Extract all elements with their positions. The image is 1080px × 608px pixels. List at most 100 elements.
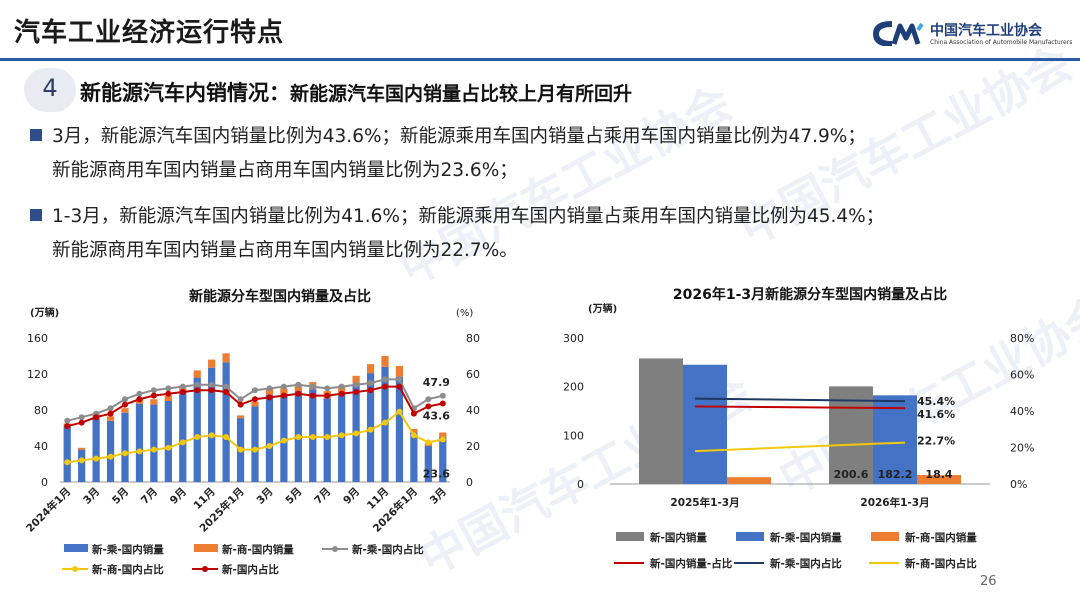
legend-label: 新-国内销量 xyxy=(650,531,707,544)
legend-swatch-dot xyxy=(72,566,78,572)
legend-label: 新-乘-国内销量 xyxy=(770,531,842,544)
end-label: 23.6 xyxy=(423,468,450,481)
line-point xyxy=(439,392,446,399)
line-point xyxy=(136,448,143,455)
bar-passenger xyxy=(265,394,274,482)
left-axis-unit: (万辆) xyxy=(30,306,59,319)
y2-tick-label: 80% xyxy=(1010,332,1034,345)
y2-tick-label: 40% xyxy=(1010,405,1034,418)
line-point xyxy=(122,396,128,403)
legend-label: 新-国内销量-占比 xyxy=(650,557,733,570)
right-axis-unit: (%) xyxy=(456,308,473,319)
y-tick-label: 300 xyxy=(563,332,584,345)
line-point xyxy=(252,396,258,403)
left-axis-unit: (万辆) xyxy=(588,302,617,315)
y2-tick-label: 60 xyxy=(466,368,480,381)
line-point xyxy=(194,381,201,388)
section-title-sub: 新能源汽车国内销量占比较上月有所回升 xyxy=(290,83,633,105)
line-3 xyxy=(694,405,906,410)
x-tick-label: 7月 xyxy=(139,486,160,507)
line-point xyxy=(353,389,360,395)
line-point xyxy=(64,417,71,424)
line-point xyxy=(280,383,287,390)
line-point xyxy=(280,392,287,399)
bar-commercial xyxy=(251,401,259,407)
bar-0 xyxy=(639,358,683,484)
line-value-label: 41.6% xyxy=(917,408,955,421)
line-point xyxy=(382,419,388,426)
bar-passenger xyxy=(222,362,230,482)
bullet-text: 3月，新能源汽车国内销量比例为43.6%；新能源乘用车国内销量占乘用车国内销量比… xyxy=(52,126,866,147)
bar-passenger xyxy=(410,432,418,482)
line-point xyxy=(150,387,157,394)
line-point xyxy=(266,443,273,449)
bar-commercial xyxy=(164,395,172,401)
line-point xyxy=(295,434,302,440)
line-point xyxy=(150,446,157,453)
line-point xyxy=(439,436,446,443)
line-point xyxy=(237,401,244,408)
caam-logo: 中国汽车工业协会 China Association of Automobile… xyxy=(872,18,1072,50)
bar-2 xyxy=(727,477,771,484)
line-point xyxy=(324,392,331,399)
line-point xyxy=(150,392,157,399)
bar-passenger xyxy=(106,420,115,482)
line-point xyxy=(396,376,403,383)
x-tick-label: 3月 xyxy=(81,486,102,507)
y2-tick-label: 0 xyxy=(466,476,473,489)
bar-commercial xyxy=(121,408,129,413)
line-point xyxy=(410,432,417,439)
end-label: 47.9 xyxy=(423,376,450,389)
line-point xyxy=(237,446,244,453)
legend-label: 新-商-国内销量 xyxy=(905,531,977,544)
line-point xyxy=(338,383,345,390)
line-point xyxy=(439,400,446,407)
legend-swatch-dot xyxy=(202,566,208,572)
bar-passenger xyxy=(179,392,187,482)
line-point xyxy=(367,387,374,394)
bar-passenger xyxy=(121,412,129,482)
line-5 xyxy=(694,441,906,453)
bar-passenger xyxy=(323,398,331,482)
line-point xyxy=(425,439,432,446)
line-point xyxy=(309,392,316,399)
line-point xyxy=(425,403,432,410)
bar-commercial xyxy=(222,353,230,363)
line-point xyxy=(396,408,403,415)
bar-commercial xyxy=(410,428,418,433)
x-tick-label: 2025年1-3月 xyxy=(670,496,739,509)
line-point xyxy=(107,405,114,412)
line-point xyxy=(338,390,345,397)
line-point xyxy=(107,453,114,460)
slide-title: 汽车工业经济运行特点 xyxy=(14,18,285,48)
line-point xyxy=(107,410,114,417)
x-tick-label: 2026年1-3月 xyxy=(860,496,929,509)
line-point xyxy=(309,383,316,390)
section-number-badge: 4 xyxy=(24,68,76,112)
bar-passenger xyxy=(193,377,201,482)
legend-swatch-dot xyxy=(332,546,338,552)
line-point xyxy=(208,387,215,394)
y2-tick-label: 60% xyxy=(1010,369,1034,382)
y2-tick-label: 20 xyxy=(466,440,480,453)
line-point xyxy=(122,450,128,457)
line-point xyxy=(338,432,345,439)
line-point xyxy=(309,434,316,440)
legend-label: 新-国内占比 xyxy=(222,563,279,576)
title-divider xyxy=(0,58,1080,61)
line-point xyxy=(208,381,215,388)
bar-commercial xyxy=(78,447,86,450)
bar-passenger xyxy=(92,417,100,482)
line-point xyxy=(165,385,172,392)
bar-1 xyxy=(683,364,727,484)
section-heading: 4 新能源汽车内销情况：新能源汽车国内销量占比较上月有所回升 xyxy=(14,64,1054,114)
x-tick-label: 11月 xyxy=(365,486,391,512)
legend-label: 新-商-国内占比 xyxy=(92,563,164,576)
line-point xyxy=(295,390,302,397)
bullet-text: 1-3月，新能源汽车国内销量比例为41.6%；新能源乘用车国内销量占乘用车国内销… xyxy=(52,206,885,227)
line-point xyxy=(78,414,85,421)
line-point xyxy=(78,419,85,426)
chart-2-title: 2026年1-3月新能源分车型国内销量及占比 xyxy=(672,287,948,303)
line-point xyxy=(280,437,287,444)
bar-1 xyxy=(873,395,917,484)
